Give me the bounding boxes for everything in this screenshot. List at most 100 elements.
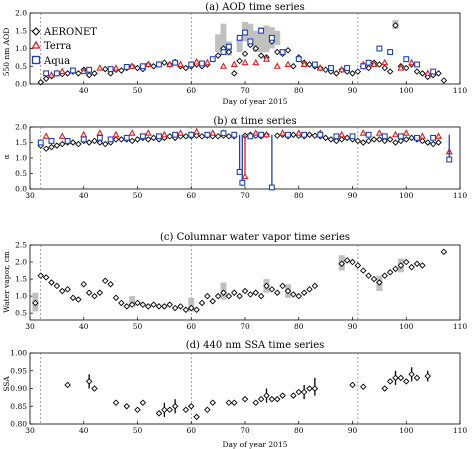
range-bar	[236, 37, 243, 53]
y-tick-label: 1.5	[15, 138, 27, 147]
aeronet-point	[274, 395, 281, 403]
aeronet-point	[440, 77, 448, 84]
aeronet-point	[161, 303, 168, 310]
aeronet-point	[102, 277, 109, 285]
terra-point	[112, 64, 120, 71]
aeronet-point	[166, 406, 173, 414]
terra-point	[96, 64, 104, 71]
range-bar	[274, 30, 281, 45]
aeronet-point	[279, 282, 286, 290]
aeronet-point	[91, 292, 98, 300]
aqua-point	[311, 61, 318, 68]
terra-point	[262, 55, 271, 62]
terra-point	[397, 64, 405, 71]
terra-point	[112, 130, 120, 138]
x-tick-label: 50	[133, 322, 143, 331]
aqua-point	[107, 136, 114, 143]
aqua-point	[430, 68, 437, 75]
aqua-point	[43, 70, 50, 77]
aqua-point	[268, 184, 275, 191]
legend-aeronet-label: AERONET	[43, 27, 97, 38]
aeronet-point	[440, 248, 448, 256]
terra-point	[128, 62, 136, 69]
aeronet-point	[247, 291, 254, 298]
terra-point	[128, 129, 136, 136]
legend-aqua-marker	[31, 55, 41, 65]
terra-point	[300, 60, 308, 68]
aeronet-point	[354, 137, 362, 145]
aqua-point	[295, 56, 302, 63]
x-tick-label: 100	[399, 426, 414, 435]
aeronet-point	[300, 388, 308, 396]
x-tick-label: 90	[348, 426, 358, 435]
aeronet-point	[349, 381, 356, 389]
aeronet-point	[161, 59, 168, 66]
aeronet-point	[408, 134, 415, 142]
aeronet-point	[204, 406, 211, 414]
y-tick-label: 1.0	[15, 154, 27, 163]
aqua-point	[403, 56, 410, 63]
terra-point	[408, 58, 416, 66]
aeronet-point	[166, 301, 173, 308]
aeronet-point	[214, 133, 222, 140]
aeronet-point	[311, 385, 319, 392]
aeronet-point	[365, 64, 372, 72]
terra-point	[80, 130, 88, 138]
aeronet-point	[48, 143, 55, 151]
aeronet-point	[274, 132, 281, 139]
aeronet-point	[75, 296, 82, 303]
aqua-point	[80, 136, 87, 143]
range-bar	[247, 23, 254, 45]
y-tick-label: 1.5	[15, 275, 27, 284]
x-tick-label: 80	[294, 426, 304, 435]
y-tick-label: 0.85	[10, 402, 27, 411]
terra-point	[262, 130, 271, 138]
panel-d-ylabel: SSA	[2, 376, 11, 392]
aqua-point	[86, 66, 93, 73]
x-tick-label: 110	[453, 86, 468, 95]
aeronet-point	[403, 136, 410, 143]
aeronet-point	[59, 140, 66, 148]
aeronet-point	[241, 395, 249, 403]
aeronet-point	[300, 289, 308, 296]
aeronet-point	[381, 64, 388, 72]
aqua-point	[204, 131, 211, 138]
terra-point	[391, 130, 400, 138]
y-tick-label: 0.0	[15, 185, 27, 194]
aeronet-point	[53, 282, 61, 290]
aeronet-point	[64, 381, 71, 389]
y-tick-label: 2.0	[15, 123, 27, 132]
range-bar	[188, 297, 195, 312]
aeronet-point	[231, 70, 238, 77]
aeronet-point	[403, 258, 410, 266]
aeronet-point	[118, 136, 125, 143]
x-tick-label: 50	[133, 86, 143, 95]
panel-b-ylabel: α	[2, 154, 11, 159]
y-tick-label: 1.00	[10, 349, 27, 358]
aeronet-point	[85, 289, 93, 296]
terra-point	[42, 132, 50, 139]
aeronet-point	[381, 272, 388, 279]
aqua-point	[107, 66, 114, 73]
legend-terra-marker	[31, 40, 41, 49]
aeronet-point	[37, 272, 44, 279]
aeronet-point	[252, 45, 259, 52]
aeronet-point	[392, 22, 399, 29]
aeronet-point	[408, 371, 415, 378]
aeronet-point	[91, 70, 98, 77]
x-tick-label: 100	[399, 86, 414, 95]
aeronet-point	[214, 292, 222, 300]
aeronet-point	[306, 385, 313, 392]
terra-point	[96, 129, 104, 136]
y-tick-label: 0.0	[15, 80, 27, 89]
y-tick-label: 0.90	[10, 384, 27, 393]
aeronet-point	[322, 134, 329, 142]
panel-c-frame	[29, 244, 461, 321]
range-bar	[129, 296, 136, 307]
aeronet-point	[42, 145, 50, 152]
aqua-point	[317, 131, 324, 138]
aeronet-point	[311, 132, 319, 139]
aqua-point	[258, 131, 265, 138]
x-tick-label: 70	[240, 322, 250, 331]
x-tick-label: 30	[25, 322, 35, 331]
